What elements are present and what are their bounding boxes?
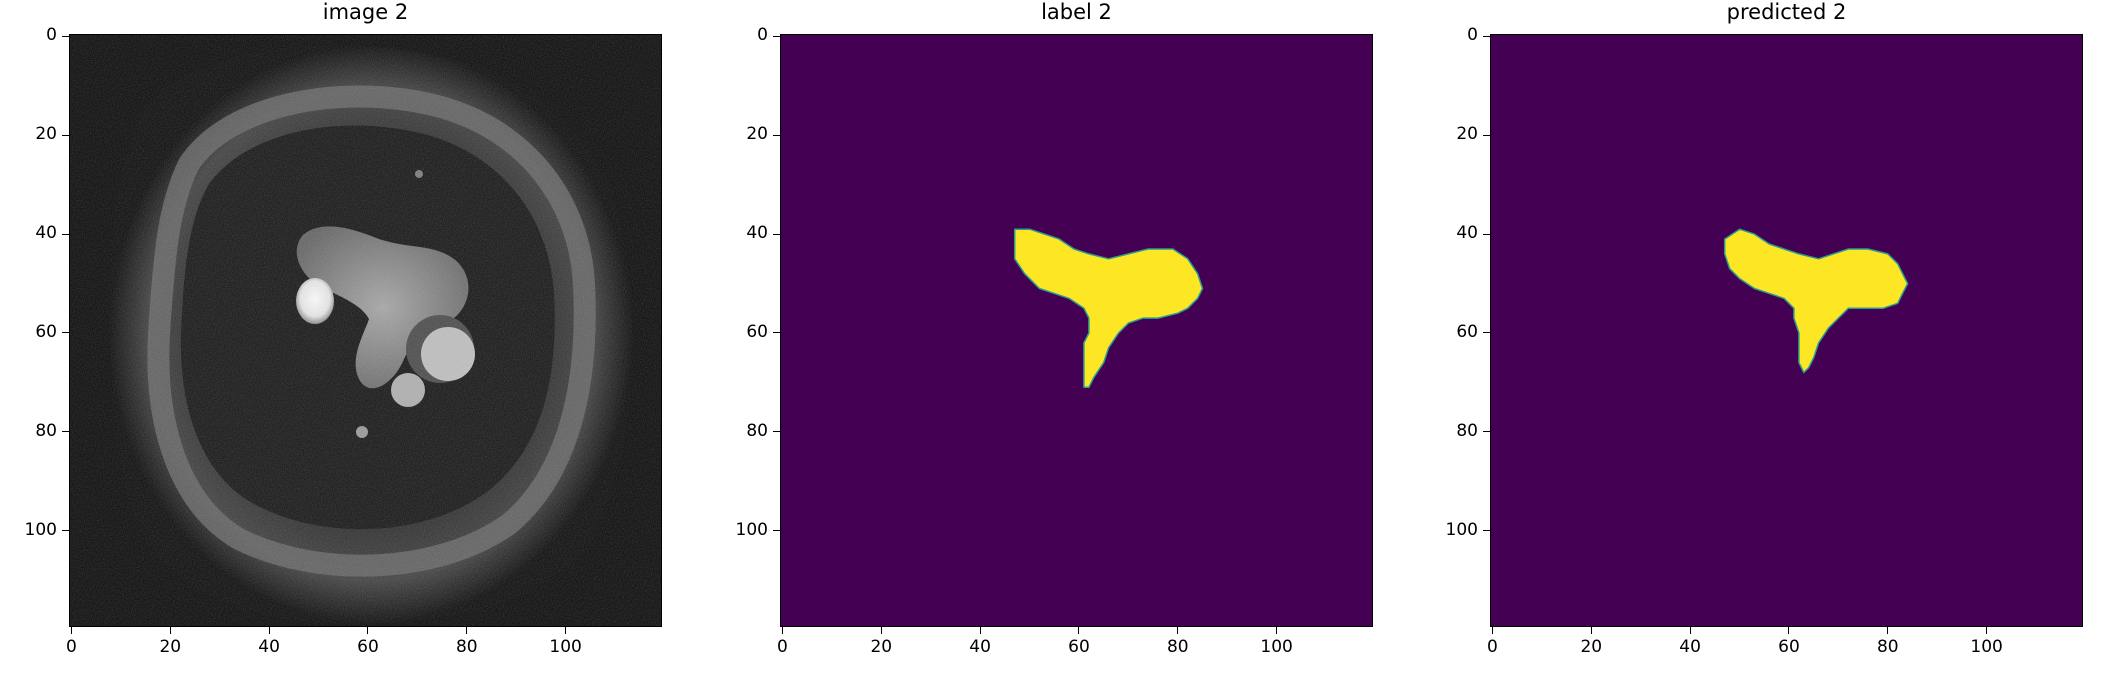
y-tick-label: 60	[35, 321, 57, 342]
panel-title: image 2	[322, 0, 409, 24]
mask-region	[1723, 228, 1909, 374]
y-tick	[773, 134, 780, 136]
x-tick	[1689, 627, 1691, 634]
panel-title: predicted 2	[1726, 0, 1847, 24]
y-tick	[773, 332, 780, 334]
y-tick	[773, 233, 780, 235]
x-tick-label: 40	[969, 637, 991, 657]
y-tick-label: 80	[35, 420, 57, 441]
y-tick-label: 20	[35, 124, 57, 145]
y-tick	[773, 431, 780, 433]
x-tick-label: 80	[455, 637, 478, 657]
y-tick-label: 80	[746, 420, 768, 441]
x-tick-label: 60	[357, 637, 379, 657]
mask-background	[1490, 34, 2083, 627]
y-tick	[1483, 431, 1490, 433]
y-tick	[1483, 35, 1490, 37]
y-tick	[1483, 233, 1490, 235]
x-tick	[1986, 627, 1988, 634]
x-tick	[70, 627, 72, 634]
x-tick-label: 80	[1166, 637, 1189, 657]
mri-image	[69, 34, 662, 627]
x-tick	[979, 627, 981, 634]
y-tick	[62, 35, 69, 37]
x-tick	[565, 627, 567, 634]
x-tick	[781, 627, 783, 634]
axes-frame	[1490, 34, 2083, 627]
y-tick-label: 60	[1456, 321, 1478, 342]
x-tick	[1276, 627, 1278, 634]
x-tick	[466, 627, 468, 634]
x-tick-label: 100	[1970, 637, 2003, 657]
x-tick	[169, 627, 171, 634]
x-tick-label: 0	[777, 637, 788, 657]
y-tick-label: 100	[735, 519, 768, 540]
x-tick	[1887, 627, 1889, 634]
x-tick	[880, 627, 882, 634]
axes-frame	[780, 34, 1373, 627]
y-tick	[1483, 332, 1490, 334]
y-tick-label: 100	[24, 519, 57, 540]
y-tick-label: 0	[757, 25, 768, 46]
x-tick-label: 0	[1487, 637, 1498, 657]
x-tick	[367, 627, 369, 634]
x-tick	[1491, 627, 1493, 634]
y-tick-label: 40	[746, 223, 768, 244]
x-tick-label: 80	[1876, 637, 1899, 657]
y-tick-label: 40	[35, 223, 57, 244]
x-tick-label: 100	[549, 637, 582, 657]
x-tick-label: 40	[1679, 637, 1701, 657]
y-tick	[62, 431, 69, 433]
y-tick-label: 40	[1456, 223, 1478, 244]
x-tick	[1177, 627, 1179, 634]
x-tick-label: 60	[1778, 637, 1800, 657]
y-tick	[773, 35, 780, 37]
y-tick-label: 80	[1456, 420, 1478, 441]
y-tick-label: 100	[1445, 519, 1478, 540]
x-tick-label: 20	[870, 637, 893, 657]
y-tick	[1483, 530, 1490, 532]
x-tick	[268, 627, 270, 634]
predicted-mask	[1490, 34, 2083, 627]
y-tick	[62, 332, 69, 334]
y-tick	[62, 233, 69, 235]
x-tick-label: 100	[1260, 637, 1293, 657]
mask-background	[780, 34, 1373, 627]
y-tick-label: 20	[1456, 124, 1478, 145]
y-tick	[1483, 134, 1490, 136]
y-tick	[773, 530, 780, 532]
y-tick	[62, 530, 69, 532]
y-tick	[62, 134, 69, 136]
y-tick-label: 20	[746, 124, 768, 145]
mask-region	[1013, 228, 1204, 389]
x-tick	[1590, 627, 1592, 634]
x-tick-label: 20	[159, 637, 182, 657]
x-tick-label: 40	[258, 637, 280, 657]
x-tick-label: 0	[66, 637, 77, 657]
panel-title: label 2	[1041, 0, 1112, 24]
y-tick-label: 0	[46, 25, 57, 46]
axes-frame	[69, 34, 662, 627]
y-tick-label: 60	[746, 321, 768, 342]
x-tick	[1078, 627, 1080, 634]
x-tick-label: 60	[1068, 637, 1090, 657]
y-tick-label: 0	[1467, 25, 1478, 46]
label-mask	[780, 34, 1373, 627]
x-tick	[1788, 627, 1790, 634]
x-tick-label: 20	[1580, 637, 1603, 657]
